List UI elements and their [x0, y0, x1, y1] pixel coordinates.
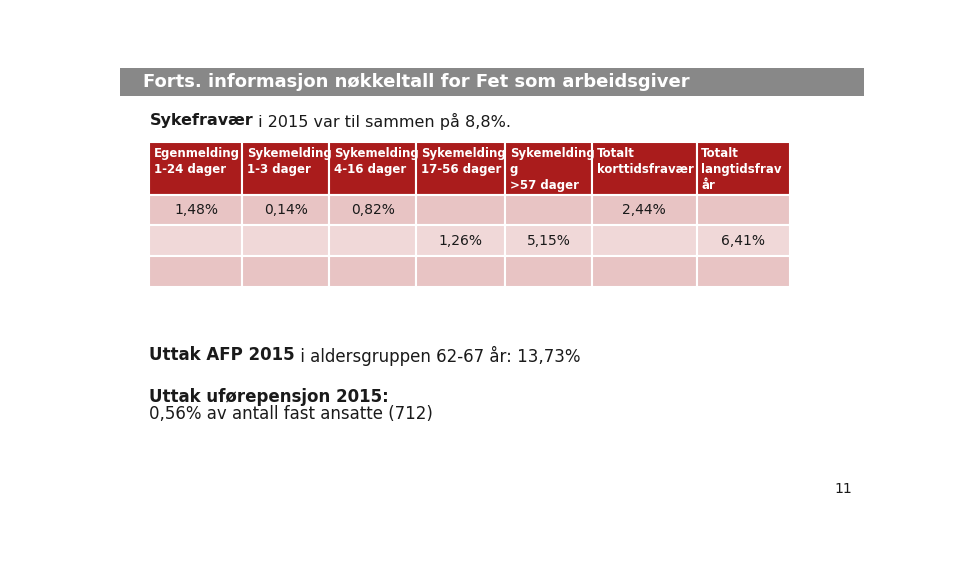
Text: Sykemelding
g
>57 dager: Sykemelding g >57 dager	[510, 147, 594, 192]
Bar	[416, 142, 505, 195]
Text: Sykemelding
4-16 dager: Sykemelding 4-16 dager	[334, 147, 419, 176]
Text: Totalt
langtidsfrav
år: Totalt langtidsfrav år	[701, 147, 781, 192]
Text: 0,56% av antall fast ansatte (712): 0,56% av antall fast ansatte (712)	[150, 405, 433, 423]
Text: Uttak AFP 2015: Uttak AFP 2015	[150, 345, 295, 364]
Text: Sykefravær: Sykefravær	[150, 113, 253, 128]
Bar	[505, 226, 592, 256]
Bar	[505, 142, 592, 195]
Bar	[592, 195, 697, 226]
Text: Uttak uførepensjon 2015:: Uttak uførepensjon 2015:	[150, 388, 389, 406]
Text: 1,26%: 1,26%	[439, 234, 483, 248]
Bar	[329, 256, 416, 287]
Bar	[329, 195, 416, 226]
Bar	[243, 142, 329, 195]
Text: 5,15%: 5,15%	[527, 234, 570, 248]
Bar	[697, 226, 789, 256]
Bar	[416, 256, 505, 287]
Bar	[120, 68, 864, 96]
Bar	[592, 256, 697, 287]
Bar	[329, 142, 416, 195]
Text: i aldersgruppen 62-67 år: 13,73%: i aldersgruppen 62-67 år: 13,73%	[295, 345, 581, 366]
Text: 11: 11	[834, 482, 852, 496]
Bar	[150, 226, 243, 256]
Bar	[416, 226, 505, 256]
Bar	[592, 226, 697, 256]
Text: 2,44%: 2,44%	[622, 203, 666, 217]
Text: 0,14%: 0,14%	[264, 203, 308, 217]
Text: Egenmelding
1-24 dager: Egenmelding 1-24 dager	[155, 147, 240, 176]
Text: i 2015 var til sammen på 8,8%.: i 2015 var til sammen på 8,8%.	[253, 113, 512, 130]
Text: 6,41%: 6,41%	[721, 234, 765, 248]
Bar	[592, 142, 697, 195]
Bar	[697, 256, 789, 287]
Text: Sykemelding
1-3 dager: Sykemelding 1-3 dager	[247, 147, 332, 176]
Bar	[243, 226, 329, 256]
Bar	[697, 195, 789, 226]
Text: 0,82%: 0,82%	[350, 203, 395, 217]
Text: 1,48%: 1,48%	[174, 203, 218, 217]
Bar	[697, 142, 789, 195]
Bar	[150, 256, 243, 287]
Text: Totalt
korttidsfravær: Totalt korttidsfravær	[596, 147, 693, 176]
Bar	[505, 256, 592, 287]
Text: Forts. informasjon nøkkeltall for Fet som arbeidsgiver: Forts. informasjon nøkkeltall for Fet so…	[143, 74, 690, 91]
Text: Sykemelding
17-56 dager: Sykemelding 17-56 dager	[420, 147, 506, 176]
Bar	[416, 195, 505, 226]
Bar	[243, 256, 329, 287]
Bar	[505, 195, 592, 226]
Bar	[329, 226, 416, 256]
Bar	[150, 195, 243, 226]
Bar	[150, 142, 243, 195]
Bar	[243, 195, 329, 226]
